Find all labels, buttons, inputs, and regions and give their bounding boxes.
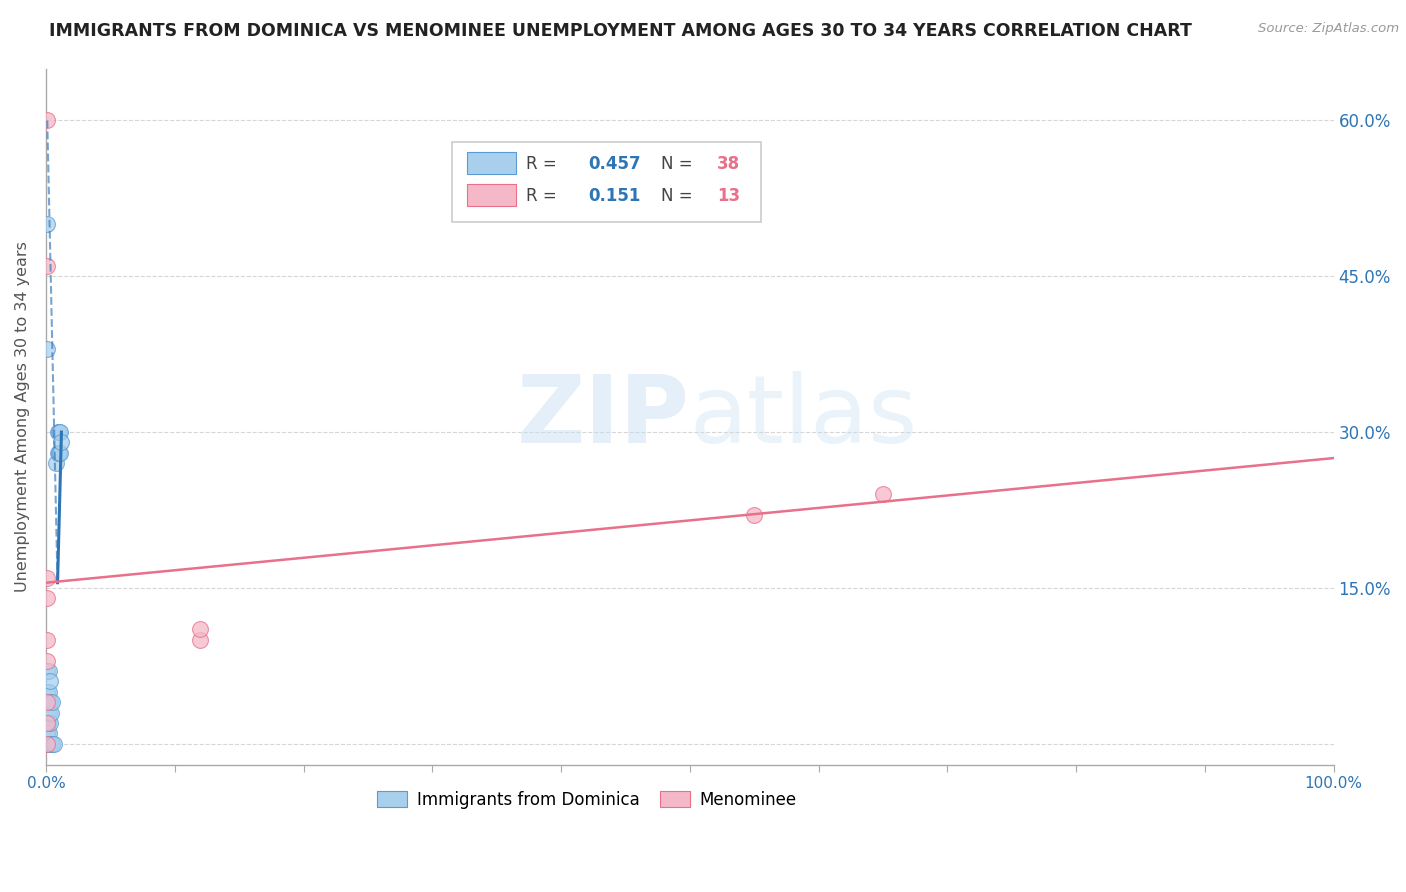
Point <box>48 446 70 460</box>
Point <box>37 715 59 730</box>
Point <box>38 664 60 678</box>
Point <box>49 425 72 439</box>
Point <box>35 113 58 128</box>
Point <box>38 706 60 720</box>
Point <box>37 737 59 751</box>
Point <box>51 435 73 450</box>
Text: R =: R = <box>526 155 562 173</box>
Point <box>38 715 60 730</box>
Point <box>35 632 58 647</box>
Point <box>39 737 62 751</box>
Point <box>38 674 60 689</box>
Point <box>37 737 59 751</box>
Point <box>37 664 59 678</box>
Point <box>35 715 58 730</box>
Point <box>46 425 69 439</box>
Point <box>45 456 67 470</box>
Point <box>38 737 60 751</box>
Point <box>35 737 58 751</box>
FancyBboxPatch shape <box>467 152 516 174</box>
Point <box>38 695 60 709</box>
Point <box>35 342 58 356</box>
Point <box>38 737 60 751</box>
Text: N =: N = <box>661 187 699 205</box>
Point <box>41 737 63 751</box>
Point <box>35 218 58 232</box>
Point <box>37 695 59 709</box>
Point <box>35 726 58 740</box>
Point <box>37 726 59 740</box>
Point <box>35 591 58 606</box>
Point <box>742 508 765 523</box>
Point <box>35 695 58 709</box>
Point <box>37 685 59 699</box>
Point <box>35 737 58 751</box>
FancyBboxPatch shape <box>451 142 761 221</box>
Point <box>35 654 58 668</box>
Point <box>49 446 72 460</box>
Text: 13: 13 <box>717 187 740 205</box>
Point <box>35 715 58 730</box>
Legend: Immigrants from Dominica, Menominee: Immigrants from Dominica, Menominee <box>370 784 803 815</box>
Text: 38: 38 <box>717 155 740 173</box>
Text: atlas: atlas <box>690 370 918 463</box>
Point <box>35 695 58 709</box>
Y-axis label: Unemployment Among Ages 30 to 34 years: Unemployment Among Ages 30 to 34 years <box>15 241 30 592</box>
Point <box>39 706 62 720</box>
Point <box>190 623 212 637</box>
Point <box>38 726 60 740</box>
Point <box>41 695 63 709</box>
Point <box>35 737 58 751</box>
Text: N =: N = <box>661 155 699 173</box>
Point <box>38 685 60 699</box>
Point <box>35 259 58 273</box>
Point <box>35 570 58 584</box>
Text: ZIP: ZIP <box>517 370 690 463</box>
Text: 0.151: 0.151 <box>588 187 641 205</box>
FancyBboxPatch shape <box>467 184 516 206</box>
Text: 0.457: 0.457 <box>588 155 641 173</box>
Point <box>42 737 65 751</box>
Text: R =: R = <box>526 187 568 205</box>
Point <box>46 446 69 460</box>
Point <box>37 706 59 720</box>
Text: Source: ZipAtlas.com: Source: ZipAtlas.com <box>1258 22 1399 36</box>
Text: IMMIGRANTS FROM DOMINICA VS MENOMINEE UNEMPLOYMENT AMONG AGES 30 TO 34 YEARS COR: IMMIGRANTS FROM DOMINICA VS MENOMINEE UN… <box>49 22 1192 40</box>
Point <box>35 715 58 730</box>
Point <box>48 425 70 439</box>
Point <box>190 632 212 647</box>
Point <box>872 487 894 501</box>
